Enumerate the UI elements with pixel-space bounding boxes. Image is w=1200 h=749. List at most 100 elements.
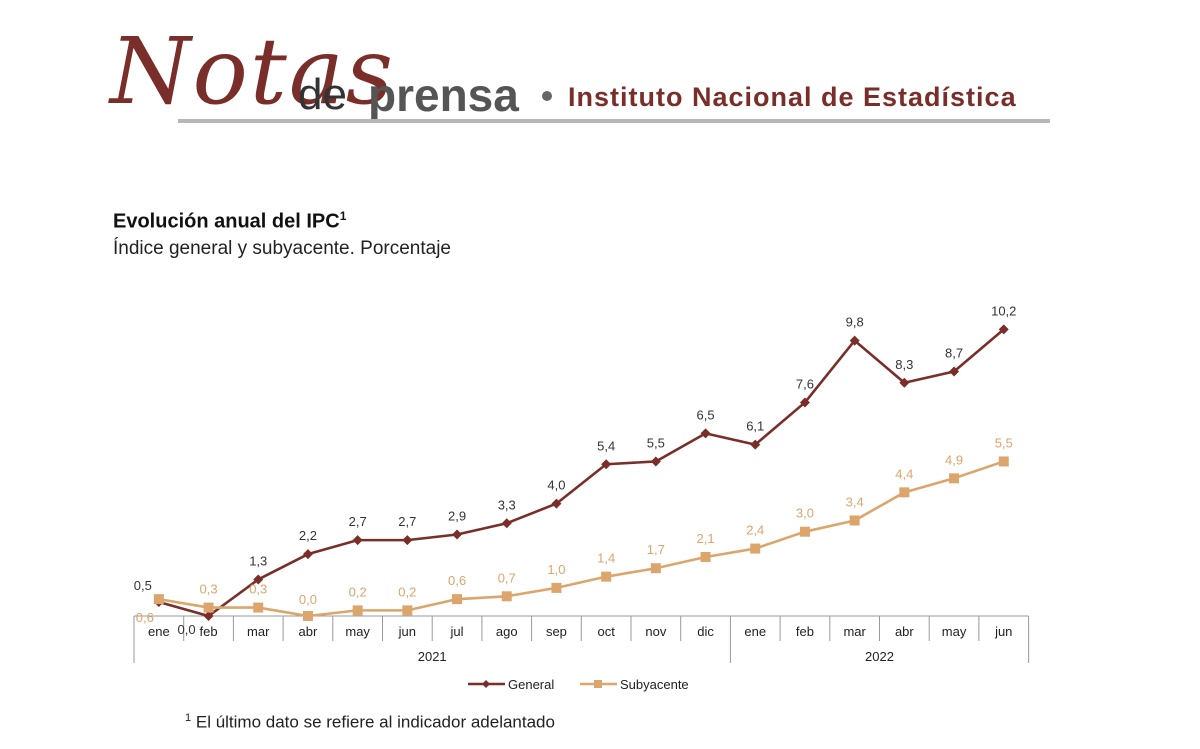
data-label-general: 7,6: [796, 376, 814, 391]
legend-label-general: General: [508, 677, 554, 692]
chart-title: Evolución anual del IPC1: [113, 209, 347, 233]
data-label-general: 2,9: [448, 509, 466, 524]
data-label-general: 6,1: [746, 419, 764, 434]
data-label-general: 2,2: [299, 528, 317, 543]
data-point-subyacente: [352, 605, 363, 616]
category-tick-label: mar: [247, 624, 270, 639]
data-point-general: [700, 428, 711, 439]
category-tick-label: nov: [645, 624, 666, 639]
series-line-general: [158, 328, 1005, 618]
data-label-general: 0,0: [178, 622, 196, 637]
data-label-subyacente: 0,7: [498, 570, 516, 585]
category-tick-label: oct: [597, 624, 615, 639]
data-label-subyacente: 2,4: [746, 523, 764, 538]
data-point-general: [302, 549, 313, 560]
data-point-subyacente: [551, 582, 562, 593]
logo-institution: Instituto Nacional de Estadística: [568, 82, 1017, 112]
data-point-general: [650, 456, 661, 467]
data-point-subyacente: [601, 571, 612, 582]
data-point-subyacente: [700, 551, 711, 562]
data-point-subyacente: [501, 591, 512, 602]
data-point-subyacente: [302, 611, 313, 621]
data-label-general: 1,3: [249, 553, 267, 568]
data-point-general: [601, 459, 612, 470]
data-point-subyacente: [153, 594, 164, 605]
data-label-general: 9,8: [846, 315, 864, 330]
data-label-general: 5,4: [597, 438, 615, 453]
series-line-subyacente: [158, 460, 1005, 618]
data-label-general: 8,3: [895, 357, 913, 372]
logo-separator-dot: [542, 91, 552, 101]
data-point-subyacente: [949, 473, 960, 484]
category-tick-label: sep: [546, 624, 567, 639]
data-point-general: [899, 377, 910, 388]
data-point-subyacente: [849, 515, 860, 526]
category-tick-label: abr: [299, 624, 318, 639]
data-point-subyacente: [799, 526, 810, 537]
data-point-subyacente: [899, 487, 910, 498]
data-point-general: [452, 529, 463, 540]
category-tick-label: may: [942, 624, 967, 639]
data-label-subyacente: 3,0: [796, 506, 814, 521]
data-point-general: [551, 498, 562, 509]
data-point-general: [998, 324, 1009, 335]
data-point-subyacente: [452, 594, 463, 605]
legend-marker-general: [482, 680, 490, 688]
data-point-subyacente: [750, 543, 761, 554]
data-label-subyacente: 2,1: [697, 531, 715, 546]
chart-subtitle: Índice general y subyacente. Porcentaje: [113, 238, 451, 259]
category-tick-label: feb: [200, 624, 218, 639]
data-point-general: [352, 535, 363, 546]
data-label-subyacente: 0,2: [398, 584, 416, 599]
footnote: 1 El último dato se refiere al indicador…: [185, 712, 555, 732]
ine-press-header: Notas de prensa Instituto Nacional de Es…: [110, 18, 1070, 133]
year-group-label: 2021: [418, 649, 447, 664]
data-label-subyacente: 1,4: [597, 551, 615, 566]
data-point-subyacente: [253, 602, 264, 613]
data-label-general: 6,5: [697, 407, 715, 422]
data-point-general: [501, 518, 512, 529]
data-label-subyacente: 5,5: [995, 435, 1013, 450]
year-group-label: 2022: [865, 649, 894, 664]
data-point-subyacente: [203, 602, 214, 613]
data-point-general: [253, 574, 264, 585]
data-label-general: 0,5: [134, 578, 152, 593]
data-point-subyacente: [998, 456, 1009, 467]
category-tick-label: feb: [796, 624, 814, 639]
data-point-general: [402, 535, 413, 546]
data-point-general: [849, 335, 860, 346]
data-point-general: [949, 366, 960, 377]
logo-de: de: [298, 70, 347, 119]
data-label-general: 2,7: [349, 514, 367, 529]
data-label-subyacente: 1,7: [647, 542, 665, 557]
data-point-general: [750, 439, 761, 450]
category-tick-label: mar: [843, 624, 866, 639]
data-label-subyacente: 1,0: [547, 562, 565, 577]
data-label-general: 4,0: [547, 478, 565, 493]
logo-prensa: prensa: [368, 69, 519, 121]
category-tick-label: jul: [450, 624, 464, 639]
legend-marker-subyacente: [594, 680, 602, 688]
data-label-general: 3,3: [498, 497, 516, 512]
data-point-subyacente: [402, 605, 413, 616]
data-point-general: [799, 397, 810, 408]
category-tick-label: ene: [744, 624, 766, 639]
data-label-subyacente: 3,4: [846, 494, 864, 509]
category-tick-label: jun: [994, 624, 1012, 639]
logo-notas: Notas: [110, 18, 395, 125]
data-point-subyacente: [650, 563, 661, 574]
data-label-general: 8,7: [945, 346, 963, 361]
data-label-subyacente: 0,0: [299, 592, 317, 607]
data-point-general: [203, 611, 214, 621]
data-label-subyacente: 0,6: [448, 573, 466, 588]
data-label-general: 2,7: [398, 514, 416, 529]
header-rule: [178, 119, 1050, 123]
category-tick-label: jun: [398, 624, 416, 639]
data-label-subyacente: 0,3: [200, 582, 218, 597]
data-label-subyacente: 0,6: [136, 610, 154, 625]
data-label-subyacente: 0,2: [349, 584, 367, 599]
category-tick-label: abr: [895, 624, 914, 639]
data-label-subyacente: 4,4: [895, 466, 913, 481]
data-label-general: 5,5: [647, 435, 665, 450]
